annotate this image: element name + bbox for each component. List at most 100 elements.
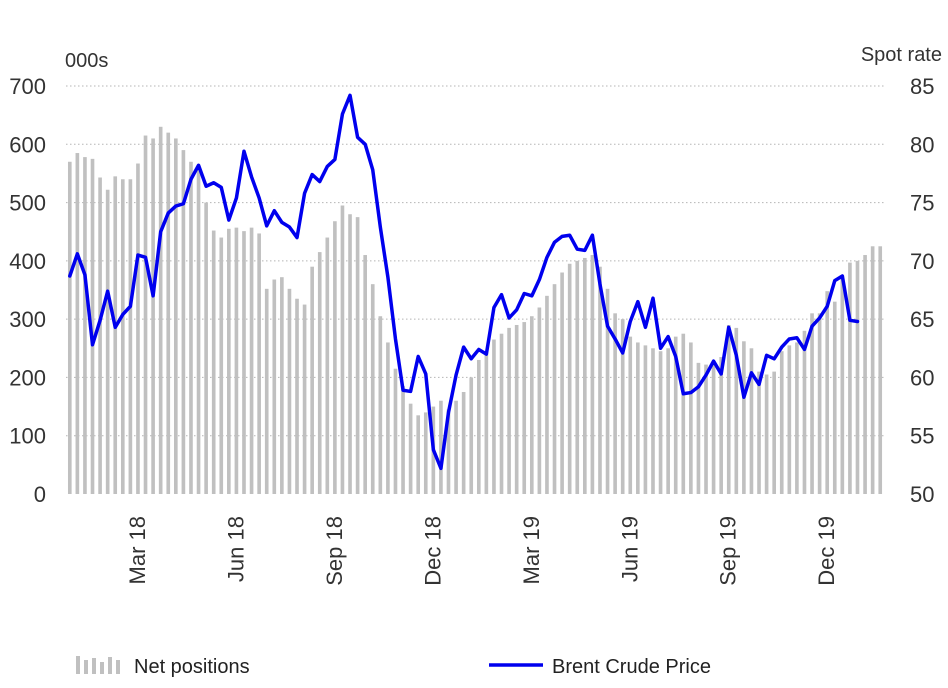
bar	[484, 351, 489, 494]
bar	[673, 336, 678, 494]
bar	[348, 214, 352, 495]
bar	[166, 132, 171, 494]
y-left-tick-label: 500	[9, 191, 46, 216]
bar	[499, 333, 504, 494]
bar	[840, 275, 845, 494]
bar	[795, 342, 799, 494]
bar	[492, 339, 496, 494]
bar	[249, 227, 254, 494]
bar	[469, 377, 474, 494]
bar	[689, 342, 693, 494]
bar	[439, 400, 443, 494]
bar	[848, 262, 852, 494]
bar	[386, 342, 390, 494]
bar	[719, 357, 723, 494]
bar	[98, 177, 102, 494]
bar	[393, 368, 398, 494]
x-tick-label: Jun 18	[223, 516, 248, 582]
bar	[855, 260, 860, 494]
bar	[143, 135, 148, 495]
bar	[461, 392, 466, 494]
bar	[870, 246, 875, 494]
bar	[529, 316, 534, 494]
bar	[545, 295, 549, 494]
bar	[227, 228, 231, 495]
bar	[378, 316, 383, 494]
bar	[863, 255, 867, 494]
bar	[764, 374, 769, 494]
bar	[333, 221, 337, 494]
x-axis-ticks: Mar 18 Jun 18 Sep 18 Dec 18 Mar 19 Jun 19 Sep …	[125, 516, 839, 586]
bar	[757, 371, 761, 494]
bar	[340, 205, 345, 495]
y-axis-left-ticks: 0 100 200 300 400 500 600 700	[9, 74, 46, 507]
x-tick-label: Mar 18	[125, 516, 150, 584]
bar	[613, 313, 617, 494]
y-right-tick-label: 55	[910, 424, 934, 449]
bar	[537, 307, 542, 494]
bar	[636, 342, 640, 494]
bar	[151, 138, 155, 494]
bar	[234, 227, 239, 494]
bar	[181, 150, 186, 495]
x-tick-label: Sep 18	[322, 516, 347, 586]
bar	[832, 301, 837, 494]
bar	[772, 371, 776, 494]
bar	[742, 341, 746, 494]
bar	[552, 284, 557, 494]
brent-crude-price-line	[68, 93, 860, 471]
y-right-tick-label: 70	[910, 249, 934, 274]
bar	[219, 237, 224, 495]
bar	[620, 319, 625, 494]
y-left-tick-label: 300	[9, 307, 46, 332]
bar	[363, 255, 367, 494]
bar	[211, 230, 216, 495]
bar	[787, 345, 792, 494]
bar	[105, 189, 110, 494]
legend: Net positions Brent Crude Price	[76, 656, 711, 678]
legend-label-net-positions: Net positions	[134, 656, 250, 678]
y-left-tick-label: 0	[34, 482, 46, 507]
bar	[158, 126, 163, 495]
y-right-tick-label: 60	[910, 365, 934, 390]
bar	[628, 336, 633, 494]
bar	[507, 327, 511, 494]
x-tick-label: Mar 19	[519, 516, 544, 584]
y-axis-right-ticks: 50 55 60 65 70 75 80 85	[910, 74, 934, 507]
bar	[779, 351, 784, 494]
bar	[598, 266, 602, 494]
bar	[476, 359, 481, 494]
bar	[75, 153, 80, 494]
bar	[711, 362, 716, 494]
bar	[810, 313, 814, 494]
bar	[196, 167, 201, 494]
bar	[514, 324, 519, 494]
x-tick-label: Dec 19	[814, 516, 839, 586]
y-right-tick-label: 75	[910, 191, 934, 216]
y-right-tick-label: 85	[910, 74, 934, 99]
bar	[302, 304, 307, 494]
x-tick-label: Jun 19	[617, 516, 642, 582]
bar	[446, 409, 451, 494]
bar	[257, 233, 261, 494]
y-left-tick-label: 400	[9, 249, 46, 274]
bar	[590, 255, 595, 494]
bar	[67, 161, 72, 494]
y-right-tick-label: 80	[910, 132, 934, 157]
right-axis-unit: Spot rate	[861, 44, 942, 66]
bar	[136, 163, 140, 494]
bar	[749, 348, 754, 494]
gridlines	[66, 85, 884, 437]
bar	[355, 217, 360, 494]
legend-swatch-net-positions	[76, 656, 120, 674]
bar	[370, 284, 375, 494]
bar	[295, 298, 299, 494]
bar	[454, 400, 458, 494]
bar	[90, 158, 95, 495]
bar	[878, 246, 883, 494]
bar	[317, 252, 322, 494]
bar	[310, 266, 314, 494]
y-right-tick-label: 50	[910, 482, 934, 507]
left-axis-unit: 000s	[65, 50, 108, 72]
